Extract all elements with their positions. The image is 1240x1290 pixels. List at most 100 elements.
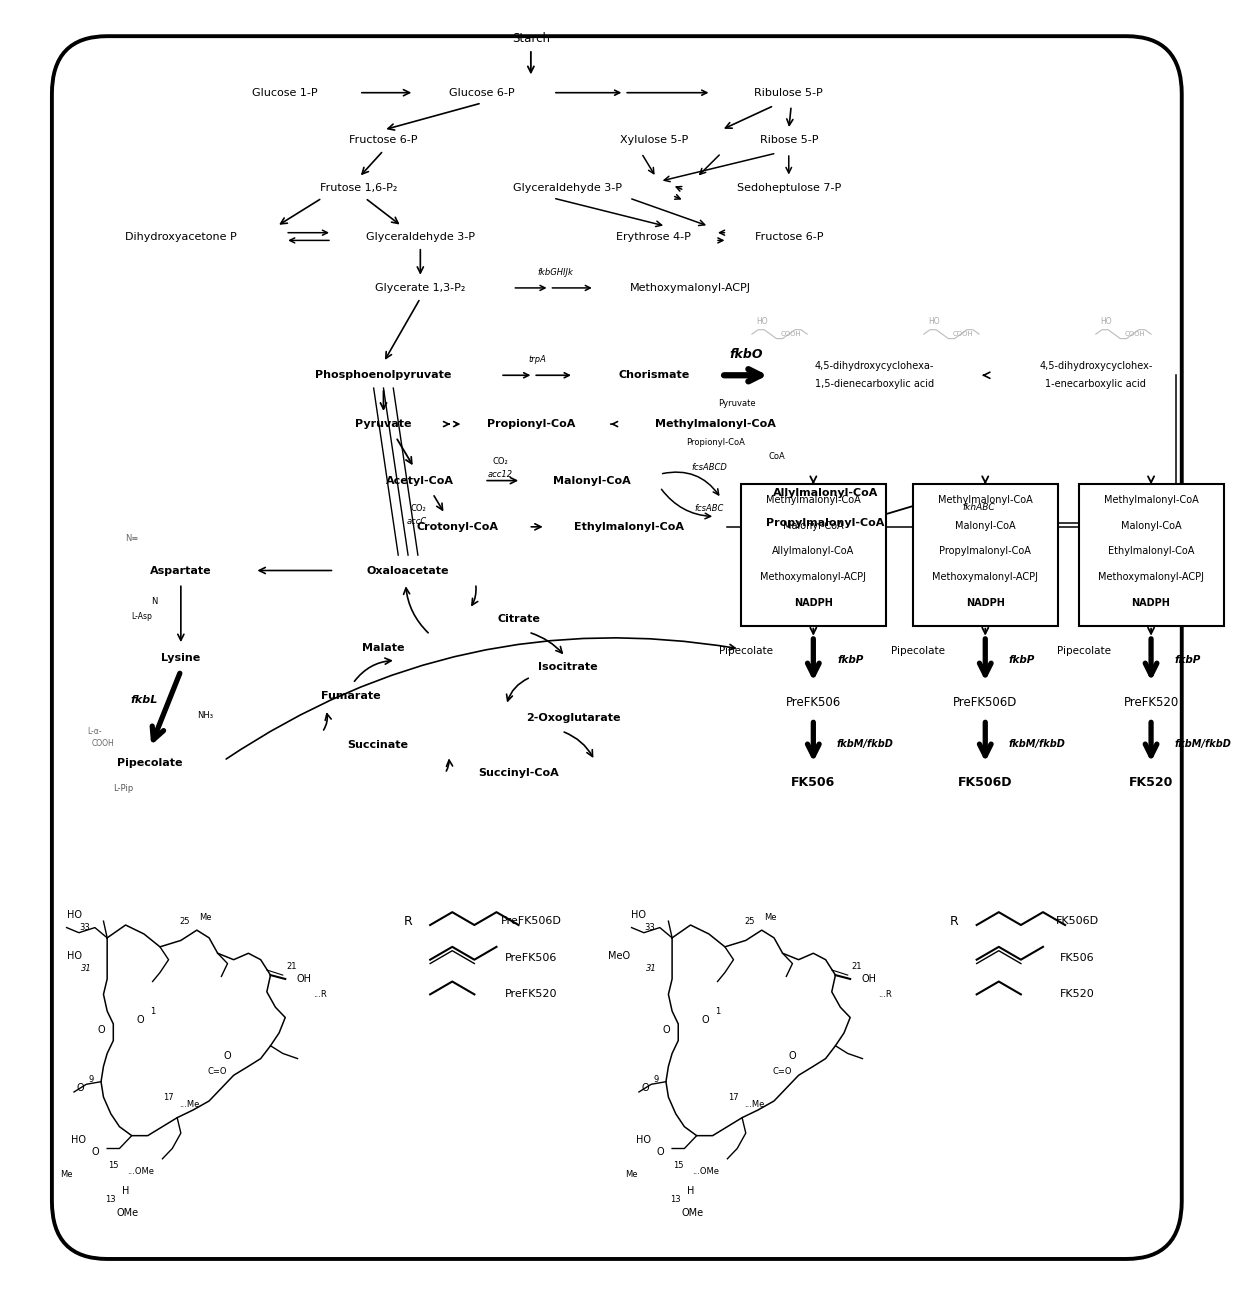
Text: ...OMe: ...OMe (692, 1167, 719, 1176)
Text: HO: HO (72, 1134, 87, 1144)
Text: Malonyl-CoA: Malonyl-CoA (553, 476, 631, 485)
Text: 1,5-dienecarboxylic acid: 1,5-dienecarboxylic acid (815, 379, 934, 390)
Text: H: H (122, 1186, 129, 1196)
Text: Succinate: Succinate (347, 740, 408, 751)
Text: HO: HO (928, 317, 940, 326)
Text: NADPH: NADPH (966, 597, 1004, 608)
Text: N≡: N≡ (125, 534, 139, 543)
Text: PreFK506D: PreFK506D (501, 916, 562, 926)
FancyBboxPatch shape (913, 485, 1058, 626)
Text: Acetyl-CoA: Acetyl-CoA (387, 476, 454, 485)
Text: fkbP: fkbP (1009, 655, 1035, 666)
Text: Methylmalonyl-CoA: Methylmalonyl-CoA (766, 495, 861, 504)
Text: fkbP: fkbP (837, 655, 863, 666)
Text: Aspartate: Aspartate (150, 565, 212, 575)
Text: 33: 33 (79, 924, 91, 933)
Text: FK520: FK520 (1128, 777, 1173, 789)
Text: Propionyl-CoA: Propionyl-CoA (686, 437, 744, 446)
Text: Malonyl-CoA: Malonyl-CoA (1121, 521, 1182, 530)
Text: Pyruvate: Pyruvate (718, 399, 756, 408)
Text: COOH: COOH (92, 739, 115, 748)
Text: L-Pip: L-Pip (113, 784, 133, 793)
Text: FK506: FK506 (1060, 953, 1095, 964)
Text: 31: 31 (646, 964, 657, 973)
Text: HO: HO (67, 951, 82, 961)
Text: fkbM/fkbD: fkbM/fkbD (1008, 739, 1065, 749)
Text: NH₃: NH₃ (197, 711, 213, 720)
Text: Pyruvate: Pyruvate (355, 419, 412, 430)
Text: Crotonyl-CoA: Crotonyl-CoA (417, 522, 498, 531)
Text: O: O (789, 1051, 796, 1060)
Text: Fructose 6-P: Fructose 6-P (754, 231, 823, 241)
Text: 1-enecarboxylic acid: 1-enecarboxylic acid (1045, 379, 1146, 390)
Text: fkbM/fkbD: fkbM/fkbD (837, 739, 893, 749)
Text: Citrate: Citrate (497, 614, 541, 624)
Text: acc12: acc12 (487, 470, 512, 479)
Text: FK506D: FK506D (1055, 916, 1099, 926)
Text: Me: Me (200, 913, 212, 922)
FancyArrowPatch shape (661, 489, 711, 519)
Text: Methylmalonyl-CoA: Methylmalonyl-CoA (937, 495, 1033, 504)
Text: 15: 15 (673, 1161, 683, 1170)
Text: CO₂: CO₂ (492, 457, 508, 466)
Text: 4,5-dihydroxycyclohex-: 4,5-dihydroxycyclohex- (1039, 361, 1152, 372)
Text: Chorismate: Chorismate (618, 370, 689, 381)
Text: OH: OH (861, 974, 877, 984)
Text: Ethylmalonyl-CoA: Ethylmalonyl-CoA (574, 522, 684, 531)
Text: FK520: FK520 (1060, 989, 1095, 1000)
Text: fkbGHIJk: fkbGHIJk (537, 268, 573, 277)
Text: fcsABC: fcsABC (694, 504, 724, 513)
Text: ...Me: ...Me (744, 1100, 765, 1109)
Text: 25: 25 (180, 917, 190, 926)
Text: Me: Me (764, 913, 776, 922)
Text: PreFK506: PreFK506 (505, 953, 557, 964)
Text: R: R (404, 915, 413, 928)
Text: 1: 1 (715, 1006, 720, 1015)
Text: accC: accC (407, 517, 427, 526)
Text: FK506: FK506 (791, 777, 836, 789)
Text: Malonyl-CoA: Malonyl-CoA (782, 521, 843, 530)
FancyArrowPatch shape (564, 731, 593, 756)
Text: O: O (91, 1147, 99, 1157)
Text: Pipecolate: Pipecolate (118, 759, 184, 768)
Text: C=O: C=O (208, 1067, 227, 1076)
Text: N: N (150, 597, 157, 606)
Text: O: O (641, 1084, 649, 1093)
FancyArrowPatch shape (226, 637, 735, 759)
Text: Methylmalonyl-CoA: Methylmalonyl-CoA (1104, 495, 1198, 504)
Text: 15: 15 (108, 1161, 119, 1170)
Text: 9: 9 (88, 1075, 94, 1084)
Text: Oxaloacetate: Oxaloacetate (367, 565, 449, 575)
Text: FK506D: FK506D (959, 777, 1013, 789)
Text: COOH: COOH (781, 332, 801, 337)
Text: Erythrose 4-P: Erythrose 4-P (616, 231, 691, 241)
FancyBboxPatch shape (740, 485, 885, 626)
FancyArrowPatch shape (507, 679, 528, 700)
Text: Ribose 5-P: Ribose 5-P (760, 135, 818, 146)
Text: PreFK506D: PreFK506D (954, 697, 1018, 710)
Text: PreFK520: PreFK520 (505, 989, 557, 1000)
Text: HO: HO (1100, 317, 1111, 326)
Text: Allylmalonyl-CoA: Allylmalonyl-CoA (773, 489, 878, 498)
Text: ...Me: ...Me (180, 1100, 200, 1109)
Text: Glucose 1-P: Glucose 1-P (253, 88, 317, 98)
Text: O: O (97, 1026, 105, 1036)
Text: 21: 21 (286, 961, 296, 970)
Text: R: R (950, 915, 959, 928)
Text: L-α-: L-α- (88, 726, 102, 735)
Text: Xylulose 5-P: Xylulose 5-P (620, 135, 688, 146)
Text: fkhABC: fkhABC (962, 503, 996, 512)
Text: 9: 9 (653, 1075, 658, 1084)
Text: 13: 13 (671, 1196, 681, 1205)
FancyArrowPatch shape (355, 658, 391, 681)
Text: OMe: OMe (117, 1207, 139, 1218)
Text: 13: 13 (105, 1196, 117, 1205)
FancyArrowPatch shape (446, 760, 453, 771)
Text: Starch: Starch (512, 32, 549, 45)
Text: 21: 21 (851, 961, 862, 970)
Text: trpA: trpA (528, 355, 546, 364)
Text: Allylmalonyl-CoA: Allylmalonyl-CoA (773, 546, 854, 556)
Text: Pipecolate: Pipecolate (1056, 646, 1111, 657)
Text: PreFK506: PreFK506 (786, 697, 841, 710)
Text: NADPH: NADPH (1132, 597, 1171, 608)
